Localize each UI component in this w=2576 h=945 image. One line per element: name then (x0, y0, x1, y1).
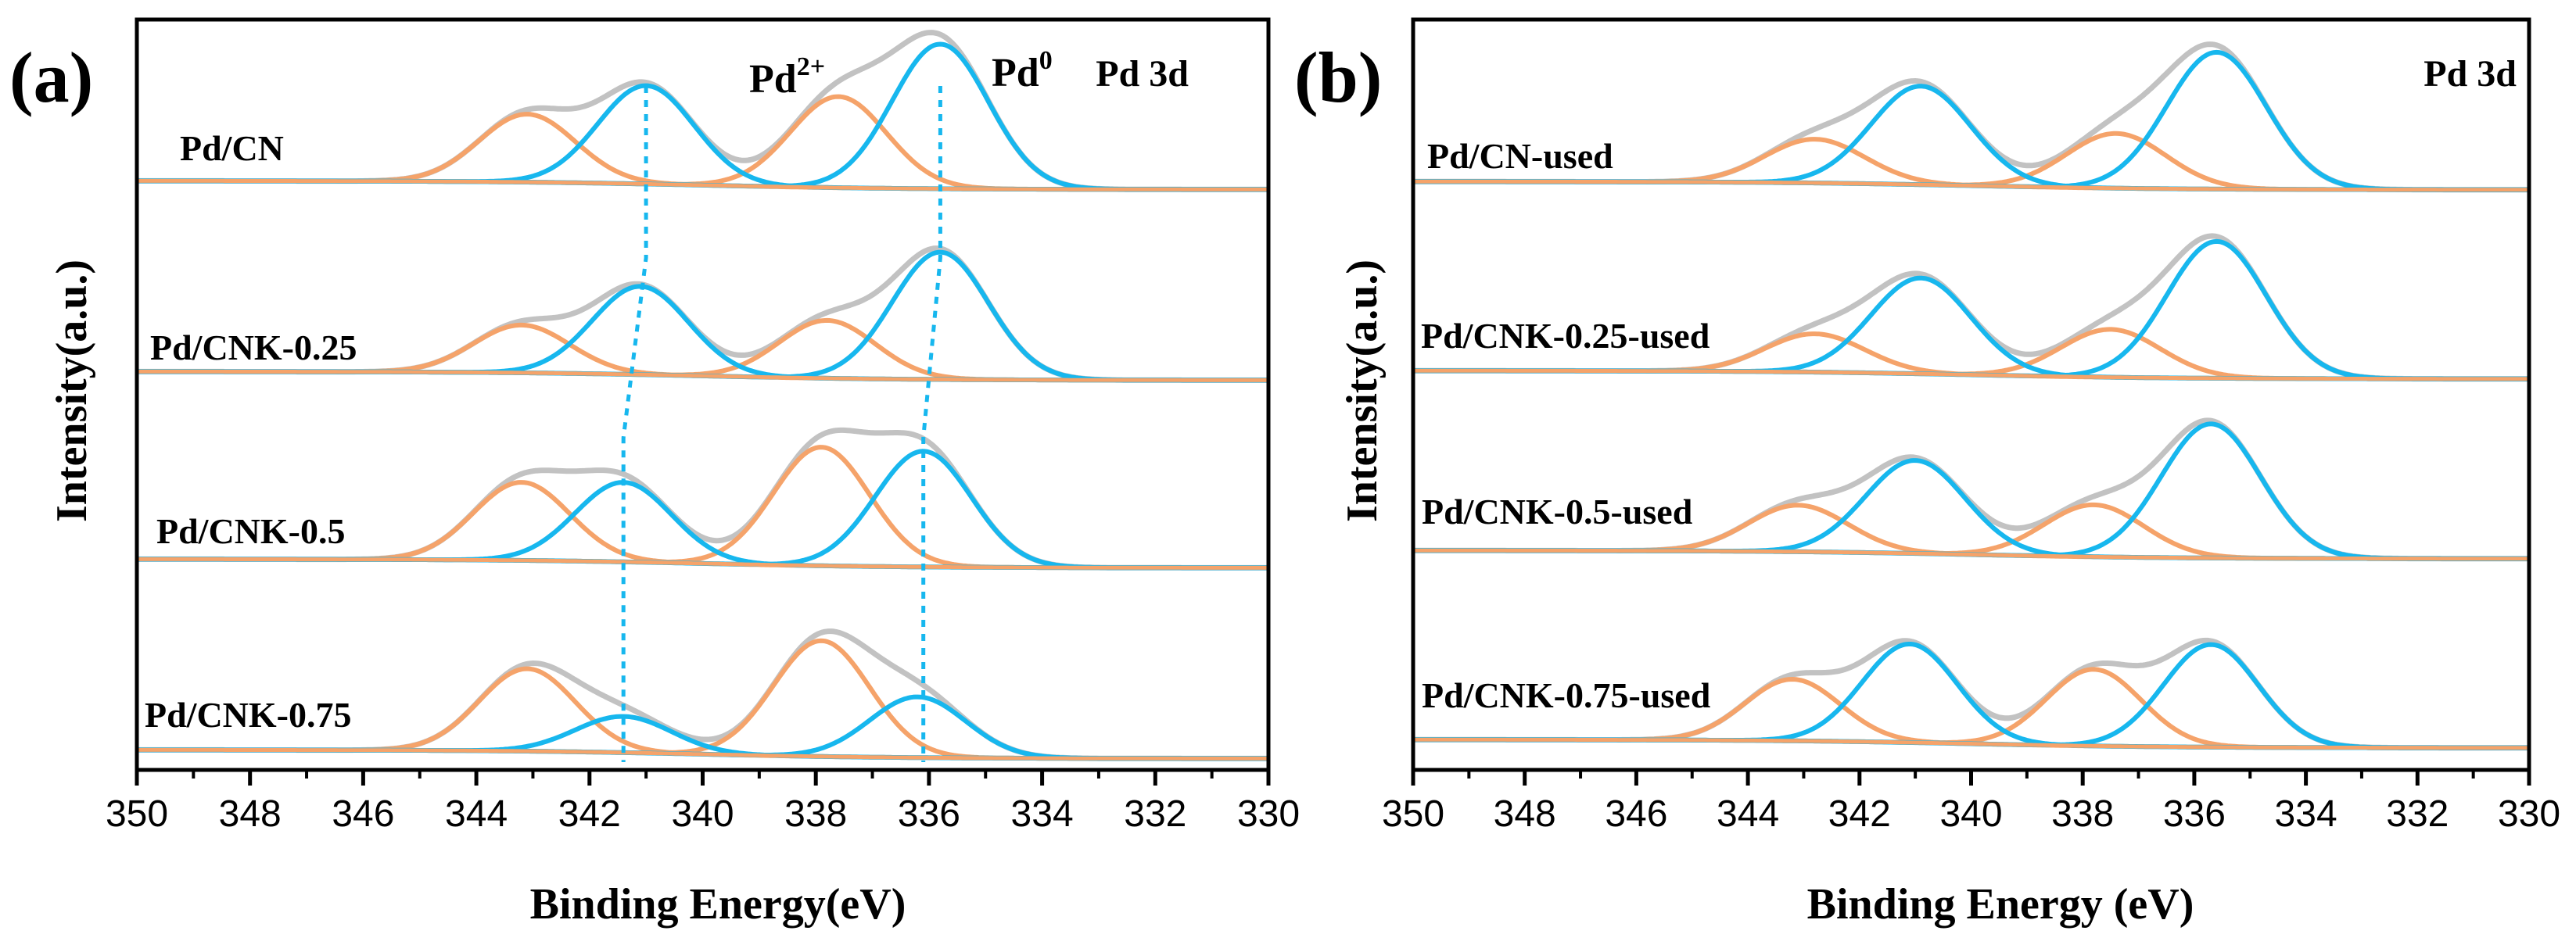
pb-xtick-label-344: 344 (1717, 793, 1779, 835)
pa-background-pd-cn (137, 178, 1268, 192)
pb-background-pd-cnk-0-25-used (1413, 368, 2529, 381)
pb-xtick-label-330: 330 (2498, 793, 2560, 835)
pa-xtick-label-334: 334 (1011, 793, 1074, 835)
pb-xtick-label-338: 338 (2051, 793, 2114, 835)
pb-xtick-label-332: 332 (2386, 793, 2449, 835)
pa-background-pd-cnk-0-5 (137, 557, 1268, 570)
panel-b-x-axis: 350 348 346 344 342 340 338 336 334 332 330 (1382, 770, 2560, 835)
pa-xtick-label-342: 342 (558, 793, 621, 835)
pb-envelope-pd-cnk-0-5-used (1412, 417, 2530, 562)
pb-series-label-pd-cnk-0-75-used: Pd/CNK-0.75-used (1422, 675, 1711, 715)
pb-xtick-label-346: 346 (1605, 793, 1667, 835)
pa-xtick-label-330: 330 (1237, 793, 1300, 835)
pa-xtick-label-348: 348 (219, 793, 282, 835)
pb-series-label-pd-cnk-0-25-used: Pd/CNK-0.25-used (1421, 316, 1710, 356)
pa-xtick-label-346: 346 (332, 793, 394, 835)
panel-a-xlabel: Binding Energy(eV) (530, 880, 906, 929)
pd0-annotation: Pd0 (992, 46, 1053, 95)
panel-b-label: (b) (1294, 38, 1382, 117)
panel-b-title: Pd 3d (2424, 53, 2517, 95)
pa-guide-pd0-3d3/2 (621, 86, 648, 762)
pa-xtick-label-350: 350 (106, 793, 168, 835)
pb-xtick-label-336: 336 (2163, 793, 2226, 835)
panel-a: (a) Intensity(a.u.) Binding Energy(eV) P… (9, 17, 1300, 929)
pa-xtick-label-338: 338 (784, 793, 847, 835)
pb-envelope-pd-cnk-0-25-used (1412, 233, 2530, 382)
pa-background-pd-cnk-0-75 (137, 747, 1268, 761)
pa-series-label-pd-cnk-0-5: Pd/CNK-0.5 (156, 511, 346, 551)
pb-xtick-label-334: 334 (2275, 793, 2337, 835)
panel-b-ylabel: Intensity(a.u.) (1338, 260, 1387, 522)
pa-xtick-label-344: 344 (445, 793, 508, 835)
pb-xtick-label-348: 348 (1494, 793, 1556, 835)
pa-guide-pd0-3d5/2 (921, 86, 942, 762)
panel-a-curves (136, 30, 1269, 761)
pa-pd0-peak-pd-cn-1 (136, 83, 1269, 192)
pb-xtick-label-350: 350 (1382, 793, 1444, 835)
panel-b: (b) Intensity(a.u.) Binding Energy (eV) … (1294, 17, 2560, 929)
pa-series-label-pd-cnk-0-75: Pd/CNK-0.75 (145, 695, 352, 735)
pb-background-pd-cnk-0-75-used (1413, 737, 2529, 750)
panel-a-guides (621, 86, 942, 762)
pb-series-label-pd-cnk-0-5-used: Pd/CNK-0.5-used (1422, 492, 1693, 532)
panel-a-x-axis: 350 348 346 344 342 340 338 336 334 332 330 (106, 770, 1300, 835)
panel-b-curves (1412, 41, 2530, 751)
pa-pd2-peak-pd-cn-3 (136, 112, 1269, 192)
panel-a-series-labels: Pd/CN Pd/CNK-0.25 Pd/CNK-0.5 Pd/CNK-0.75 (145, 128, 357, 735)
panel-b-frame (1411, 17, 2531, 772)
pa-xtick-label-336: 336 (898, 793, 960, 835)
pa-series-label-pd-cnk-0-25: Pd/CNK-0.25 (150, 328, 357, 367)
pb-background-pd-cnk-0-5-used (1413, 548, 2529, 561)
panel-a-ylabel: Intensity(a.u.) (48, 260, 96, 522)
panel-b-xlabel: Binding Energy (eV) (1807, 880, 2194, 929)
pb-series-label-pd-cn-used: Pd/CN-used (1427, 136, 1613, 176)
pa-xtick-label-340: 340 (671, 793, 734, 835)
pa-xtick-label-332: 332 (1124, 793, 1186, 835)
pb-pd0-peak-pd-cnk-0-25-used-0 (1412, 238, 2530, 381)
pb-xtick-label-340: 340 (1939, 793, 2002, 835)
pb-xtick-label-342: 342 (1828, 793, 1891, 835)
pb-background-pd-cn-used (1413, 179, 2529, 192)
panel-b-series-labels: Pd/CN-used Pd/CNK-0.25-used Pd/CNK-0.5-use… (1421, 136, 1711, 715)
pa-pd2-peak-pd-cn-2 (136, 94, 1269, 192)
pa-series-label-pd-cn: Pd/CN (180, 128, 284, 168)
panel-a-label: (a) (9, 38, 93, 117)
pa-background-pd-cnk-0-25 (137, 369, 1268, 382)
panel-a-title: Pd 3d (1096, 53, 1189, 95)
pd2-annotation: Pd2+ (749, 52, 825, 102)
